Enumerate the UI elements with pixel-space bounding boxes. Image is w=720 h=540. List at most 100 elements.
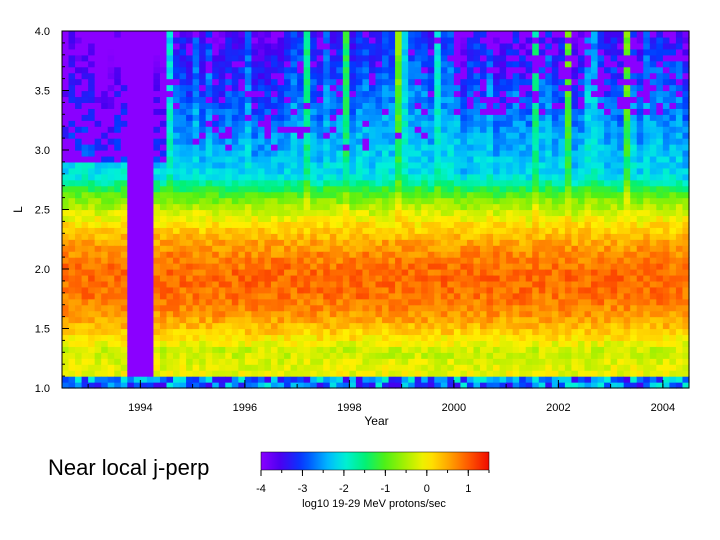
heatmap-cell xyxy=(440,54,448,62)
heatmap-cell xyxy=(257,334,266,341)
heatmap-cell xyxy=(571,251,579,258)
heatmap-cell xyxy=(114,328,122,336)
heatmap-cell xyxy=(382,310,390,318)
heatmap-cell xyxy=(225,245,233,252)
heatmap-cell xyxy=(584,352,592,359)
heatmap-cell xyxy=(186,221,194,228)
heatmap-cell xyxy=(94,54,102,62)
heatmap-cell xyxy=(329,120,337,127)
heatmap-cell xyxy=(421,340,429,347)
heatmap-cell xyxy=(499,286,507,294)
heatmap-cell xyxy=(440,274,448,282)
heatmap-cell xyxy=(244,286,253,294)
heatmap-cell xyxy=(159,48,168,56)
heatmap-cell xyxy=(342,310,350,318)
heatmap-cell xyxy=(355,340,364,347)
heatmap-cell xyxy=(107,203,115,211)
heatmap-cell xyxy=(120,144,128,151)
heatmap-cell xyxy=(395,322,403,330)
heatmap-cell xyxy=(519,78,527,86)
heatmap-cell xyxy=(140,239,148,246)
heatmap-cell xyxy=(68,126,76,133)
heatmap-cell xyxy=(257,167,266,175)
heatmap-cell xyxy=(506,54,514,62)
heatmap-cell xyxy=(277,316,285,324)
heatmap-cell xyxy=(382,227,390,234)
heatmap-cell xyxy=(284,90,292,98)
heatmap-cell xyxy=(493,346,501,353)
heatmap-cell xyxy=(401,340,409,347)
heatmap-cell xyxy=(349,221,357,228)
heatmap-cell xyxy=(545,251,553,258)
heatmap-cell xyxy=(179,60,187,68)
heatmap-cell xyxy=(591,334,599,341)
heatmap-cell xyxy=(597,167,605,175)
heatmap-cell xyxy=(244,274,253,282)
heatmap-cell xyxy=(355,274,364,282)
heatmap-cell xyxy=(159,126,168,133)
heatmap-cell xyxy=(173,42,181,50)
heatmap-cell xyxy=(368,72,377,80)
heatmap-cell xyxy=(538,179,546,187)
heatmap-cell xyxy=(297,316,305,324)
heatmap-cell xyxy=(120,36,128,44)
heatmap-cell xyxy=(499,90,507,98)
heatmap-cell xyxy=(310,292,318,300)
heatmap-cell xyxy=(297,60,305,68)
heatmap-cell xyxy=(493,108,501,115)
heatmap-cell xyxy=(480,150,488,157)
heatmap-cell xyxy=(290,221,298,228)
heatmap-cell xyxy=(480,42,488,50)
heatmap-cell xyxy=(303,36,311,44)
heatmap-cell xyxy=(329,239,337,246)
heatmap-cell xyxy=(173,310,181,318)
heatmap-cell xyxy=(473,138,481,145)
heatmap-cell xyxy=(421,376,429,383)
heatmap-cell xyxy=(101,328,109,336)
heatmap-cell xyxy=(114,114,122,121)
heatmap-cell xyxy=(584,340,592,347)
heatmap-cell xyxy=(466,346,475,353)
heatmap-cell xyxy=(493,173,501,181)
heatmap-cell xyxy=(395,96,403,103)
heatmap-cell xyxy=(75,197,83,205)
heatmap-cell xyxy=(421,263,429,270)
heatmap-cell xyxy=(571,150,579,157)
heatmap-cell xyxy=(382,263,390,270)
heatmap-cell xyxy=(329,304,337,312)
heatmap-cell xyxy=(290,376,298,383)
heatmap-cell xyxy=(192,126,200,133)
heatmap-cell xyxy=(101,48,109,56)
heatmap-cell xyxy=(571,96,579,103)
heatmap-cell xyxy=(499,227,507,234)
heatmap-cell xyxy=(564,251,573,258)
heatmap-cell xyxy=(342,179,350,187)
heatmap-cell xyxy=(591,316,599,324)
heatmap-cell xyxy=(251,120,259,127)
heatmap-cell xyxy=(564,316,573,324)
heatmap-cell xyxy=(519,173,527,181)
heatmap-cell xyxy=(88,298,96,306)
heatmap-cell xyxy=(342,90,350,98)
heatmap-cell xyxy=(466,66,475,74)
heatmap-cell xyxy=(349,132,357,139)
heatmap-cell xyxy=(512,316,520,324)
heatmap-cell xyxy=(101,84,109,92)
heatmap-cell xyxy=(68,221,76,228)
heatmap-cell xyxy=(75,280,83,288)
heatmap-cell xyxy=(153,346,161,353)
heatmap-cell xyxy=(277,66,285,74)
heatmap-cell xyxy=(88,72,96,80)
heatmap-cell xyxy=(310,60,318,68)
heatmap-cell xyxy=(62,370,70,377)
heatmap-cell xyxy=(434,132,442,139)
heatmap-cell xyxy=(395,132,403,139)
heatmap-cell xyxy=(231,191,239,199)
heatmap-cell xyxy=(264,286,272,294)
heatmap-cell xyxy=(94,269,102,276)
heatmap-cell xyxy=(551,144,559,151)
heatmap-cell xyxy=(545,108,553,115)
heatmap-cell xyxy=(368,304,377,312)
heatmap-cell xyxy=(512,114,520,121)
heatmap-cell xyxy=(382,36,390,44)
